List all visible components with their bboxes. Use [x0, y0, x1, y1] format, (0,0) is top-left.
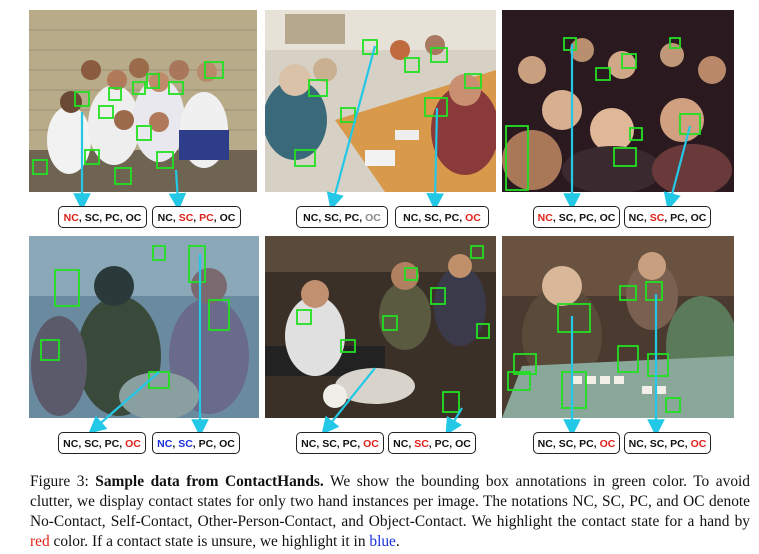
- contact-state-pc: PC: [579, 212, 594, 224]
- contact-state-pc: PC: [444, 212, 460, 224]
- photo-mahjong-table: [502, 236, 734, 418]
- contact-state-pc: PC: [670, 212, 685, 224]
- contact-state-oc: OC: [455, 438, 471, 450]
- contact-state-nc: NC: [63, 438, 79, 450]
- caption-red-word: red: [30, 533, 50, 550]
- contact-state-oc: OC: [219, 438, 235, 450]
- contact-state-nc: NC: [403, 212, 419, 224]
- contact-state-nc: NC: [157, 212, 173, 224]
- contact-state-nc: NC: [301, 438, 317, 450]
- contact-label-market-stall-2: NC, SC, PC, OC: [388, 432, 476, 454]
- contact-state-pc: PC: [579, 438, 594, 450]
- contact-state-pc: PC: [342, 438, 358, 450]
- caption-end: .: [395, 533, 400, 550]
- contact-state-sc: SC: [178, 438, 193, 450]
- contact-state-oc: OC: [363, 438, 379, 450]
- contact-state-oc: OC: [599, 438, 616, 450]
- contact-state-oc: OC: [219, 212, 236, 224]
- contact-state-sc: SC: [558, 438, 574, 450]
- contact-label-color-festival-1: NC, SC, PC, OC: [58, 432, 146, 454]
- photo-market-stall: [265, 236, 496, 418]
- contact-label-mahjong-table-2: NC, SC, PC, OC: [624, 432, 711, 454]
- contact-state-oc: OC: [365, 212, 381, 224]
- contact-state-oc: OC: [599, 212, 616, 224]
- contact-state-nc: NC: [628, 438, 644, 450]
- contact-state-pc: PC: [198, 438, 214, 450]
- contact-state-oc: OC: [125, 212, 142, 224]
- caption-body-1: We show the bounding box annotations in …: [30, 473, 750, 530]
- contact-state-nc: NC: [63, 212, 79, 224]
- contact-state-sc: SC: [424, 212, 439, 224]
- photo-meeting-table: [265, 10, 496, 192]
- contact-state-nc: NC: [303, 212, 319, 224]
- contact-state-nc: NC: [537, 438, 553, 450]
- contact-state-sc: SC: [84, 212, 100, 224]
- contact-state-sc: SC: [324, 212, 339, 224]
- caption-blue-word: blue: [369, 533, 396, 550]
- contact-state-nc: NC: [393, 438, 409, 450]
- contact-label-meeting-table-1: NC, SC, PC, OC: [296, 206, 388, 228]
- contact-state-sc: SC: [414, 438, 429, 450]
- contact-state-oc: OC: [690, 212, 707, 224]
- photo-color-festival: [29, 236, 259, 418]
- figure-caption: Figure 3: Sample data from ContactHands.…: [30, 472, 750, 552]
- contact-label-meeting-table-2: NC, SC, PC, OC: [395, 206, 489, 228]
- contact-label-mahjong-table-1: NC, SC, PC, OC: [533, 432, 620, 454]
- caption-body-2: color. If a contact state is unsure, we …: [49, 533, 370, 550]
- photo-children-group: [29, 10, 257, 192]
- contact-state-pc: PC: [199, 212, 214, 224]
- photo-crowd-audience: [502, 10, 734, 192]
- contact-state-nc: NC: [537, 212, 553, 224]
- contact-state-oc: OC: [690, 438, 707, 450]
- contact-label-crowd-audience-1: NC, SC, PC, OC: [533, 206, 620, 228]
- contact-state-sc: SC: [322, 438, 337, 450]
- contact-state-sc: SC: [84, 438, 99, 450]
- contact-state-pc: PC: [434, 438, 450, 450]
- contact-state-pc: PC: [104, 438, 120, 450]
- contact-label-children-group-1: NC, SC, PC, OC: [58, 206, 147, 228]
- contact-label-children-group-2: NC, SC, PC, OC: [152, 206, 241, 228]
- contact-label-market-stall-1: NC, SC, PC, OC: [296, 432, 384, 454]
- contact-label-crowd-audience-2: NC, SC, PC, OC: [624, 206, 711, 228]
- contact-state-oc: OC: [125, 438, 141, 450]
- contact-state-nc: NC: [157, 438, 173, 450]
- contact-state-oc: OC: [465, 212, 481, 224]
- contact-state-sc: SC: [558, 212, 574, 224]
- contact-state-nc: NC: [628, 212, 644, 224]
- caption-prefix: Figure 3:: [30, 473, 96, 490]
- contact-state-sc: SC: [649, 212, 665, 224]
- contact-state-pc: PC: [105, 212, 120, 224]
- caption-title: Sample data from ContactHands.: [95, 473, 324, 490]
- contact-label-color-festival-2: NC, SC, PC, OC: [152, 432, 240, 454]
- contact-state-sc: SC: [178, 212, 194, 224]
- contact-state-sc: SC: [649, 438, 665, 450]
- contact-state-pc: PC: [670, 438, 685, 450]
- contact-state-pc: PC: [344, 212, 360, 224]
